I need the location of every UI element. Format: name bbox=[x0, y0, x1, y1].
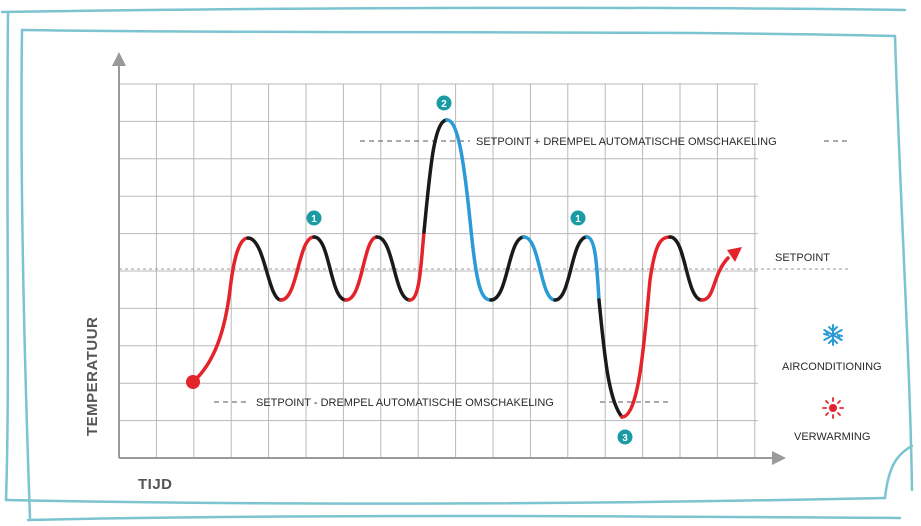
curve-idle-segment bbox=[668, 235, 704, 302]
setpoint-label: SETPOINT bbox=[775, 252, 830, 264]
curve-heating-segment bbox=[620, 235, 672, 419]
badge-1-right: 1 bbox=[570, 210, 586, 226]
x-axis-label: TIJD bbox=[138, 476, 173, 493]
lower-threshold-label: SETPOINT - DREMPEL AUTOMATISCHE OMSCHAKE… bbox=[256, 397, 554, 409]
curve-idle-segment bbox=[312, 235, 348, 302]
sketch-frame bbox=[0, 6, 914, 522]
curve-heating-segment bbox=[700, 256, 730, 302]
svg-text:2: 2 bbox=[441, 99, 447, 110]
curve-idle-segment bbox=[422, 118, 449, 234]
curve-idle-segment bbox=[489, 235, 526, 302]
badge-3: 3 bbox=[617, 429, 633, 445]
svg-text:3: 3 bbox=[622, 433, 628, 444]
curve-cooling-segment bbox=[585, 235, 601, 302]
curve-heating-segment bbox=[344, 235, 379, 302]
badge-1-left: 1 bbox=[306, 210, 322, 226]
y-axis bbox=[112, 52, 126, 458]
badge-2: 2 bbox=[436, 95, 452, 111]
svg-text:1: 1 bbox=[575, 214, 581, 225]
y-axis-label: TEMPERATUUR bbox=[84, 317, 101, 436]
sun-icon bbox=[822, 397, 844, 419]
curve-idle-segment bbox=[246, 236, 283, 302]
curve-heating-segment bbox=[279, 235, 316, 302]
curve-start-point bbox=[186, 375, 200, 389]
svg-text:1: 1 bbox=[311, 214, 317, 225]
heating-legend-label: VERWARMING bbox=[794, 431, 870, 443]
curve-idle-segment bbox=[597, 298, 624, 419]
upper-threshold-label: SETPOINT + DREMPEL AUTOMATISCHE OMSCHAKE… bbox=[476, 136, 777, 148]
x-axis bbox=[119, 451, 786, 465]
chart-grid bbox=[119, 83, 758, 458]
curve-idle-segment bbox=[375, 235, 412, 302]
curve-idle-segment bbox=[553, 235, 589, 302]
curve-cooling-segment bbox=[445, 118, 493, 302]
curve-cooling-segment bbox=[522, 235, 557, 302]
curve-end-arrow bbox=[727, 247, 742, 262]
snowflake-icon bbox=[823, 324, 843, 346]
curve-heating-segment bbox=[408, 230, 426, 302]
cooling-legend-label: AIRCONDITIONING bbox=[782, 361, 882, 373]
curve-heating-segment bbox=[191, 236, 250, 384]
